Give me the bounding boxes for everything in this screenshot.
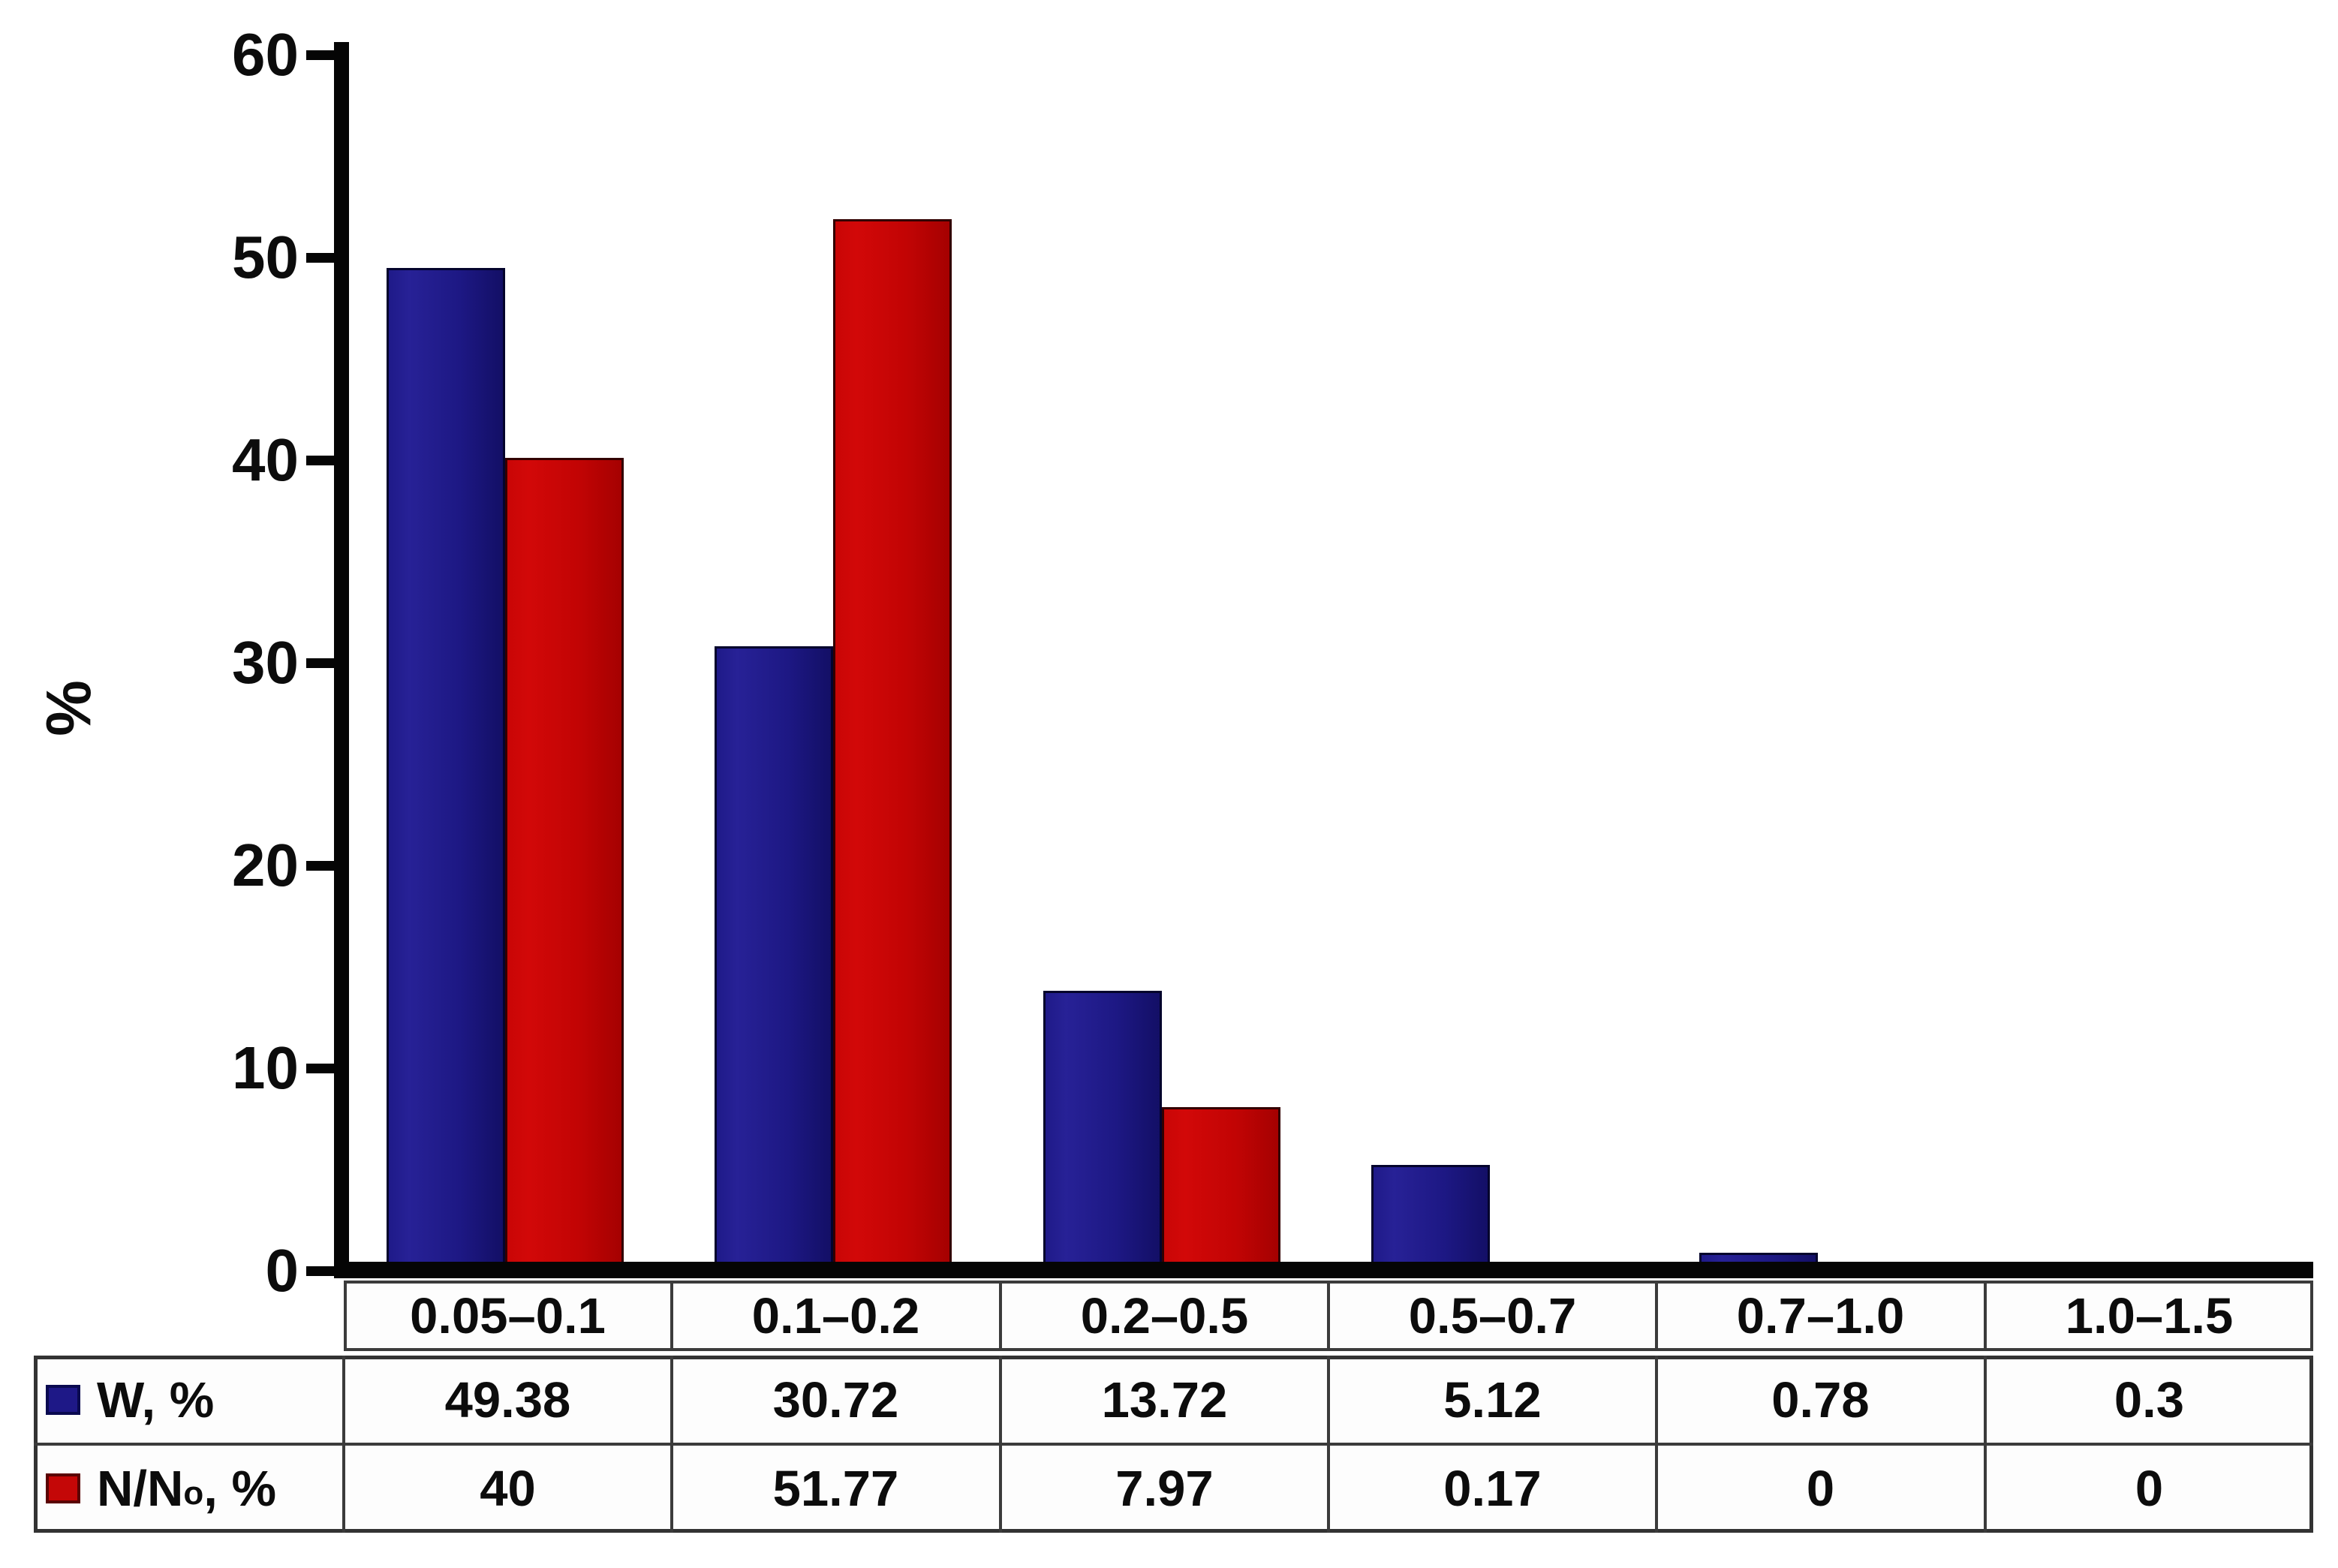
y-tick (306, 1266, 336, 1276)
legend-cell-w: W, % (34, 1356, 344, 1444)
category-divider (1984, 1281, 1987, 1351)
bar-w-0 (387, 268, 505, 1269)
category-cell: 0.5–0.7 (1408, 1287, 1577, 1344)
bar-w-1 (715, 646, 833, 1269)
category-divider (1327, 1281, 1330, 1351)
y-tick (306, 50, 336, 60)
table-column-divider (1984, 1356, 1987, 1533)
table-column-divider (342, 1356, 345, 1533)
value-cell-w-1: 30.72 (772, 1371, 899, 1428)
category-divider (1655, 1281, 1658, 1351)
value-cell-w-2: 13.72 (1101, 1371, 1228, 1428)
table-column-divider (1327, 1356, 1330, 1533)
bar-n-1 (833, 219, 952, 1269)
bar-n-2 (1162, 1107, 1280, 1269)
y-tick-label: 50 (232, 224, 299, 290)
category-cell: 0.05–0.1 (410, 1287, 606, 1344)
legend-cell-nn0: N/N o, % (34, 1444, 344, 1533)
bar-w-2 (1043, 991, 1162, 1269)
legend-label-subscript: o (183, 1474, 204, 1512)
value-cell-w-3: 5.12 (1443, 1371, 1542, 1428)
legend-swatch-w (46, 1385, 80, 1415)
value-cell-nn0-3: 0.17 (1443, 1460, 1542, 1517)
y-tick (306, 456, 336, 465)
legend-swatch-nn0 (46, 1473, 80, 1503)
y-tick (306, 253, 336, 263)
value-cell-nn0-4: 0 (1806, 1460, 1835, 1517)
table-column-divider (670, 1356, 673, 1533)
x-axis-line (334, 1262, 2313, 1278)
table-column-divider (1655, 1356, 1658, 1533)
category-cell: 0.7–1.0 (1736, 1287, 1905, 1344)
category-cell: 0.1–0.2 (751, 1287, 920, 1344)
y-tick-label: 30 (232, 629, 299, 696)
y-axis-title: % (33, 680, 104, 736)
table-column-divider (999, 1356, 1002, 1533)
category-cell: 0.2–0.5 (1080, 1287, 1249, 1344)
category-divider (670, 1281, 673, 1351)
value-cell-w-4: 0.78 (1771, 1371, 1870, 1428)
category-divider (999, 1281, 1002, 1351)
table-row-divider (34, 1443, 2313, 1446)
category-cell: 1.0–1.5 (2065, 1287, 2234, 1344)
y-tick-label: 10 (232, 1034, 299, 1101)
y-tick-label: 20 (232, 832, 299, 898)
y-tick (306, 1064, 336, 1073)
bar-n-0 (505, 458, 624, 1269)
y-tick (306, 861, 336, 871)
y-tick-label: 0 (265, 1237, 299, 1304)
y-axis-line (334, 42, 349, 1278)
value-cell-w-0: 49.38 (444, 1371, 571, 1428)
bar-w-3 (1371, 1165, 1490, 1269)
value-cell-nn0-1: 51.77 (772, 1460, 899, 1517)
y-tick (306, 658, 336, 668)
value-cell-w-5: 0.3 (2114, 1371, 2185, 1428)
value-cell-nn0-5: 0 (2135, 1460, 2164, 1517)
y-tick-label: 40 (232, 426, 299, 493)
legend-label: W, % (97, 1371, 215, 1428)
value-cell-nn0-2: 7.97 (1115, 1460, 1214, 1517)
legend-label: N/N o, % (97, 1460, 277, 1517)
y-tick-label: 60 (232, 21, 299, 88)
value-cell-nn0-0: 40 (480, 1460, 536, 1517)
